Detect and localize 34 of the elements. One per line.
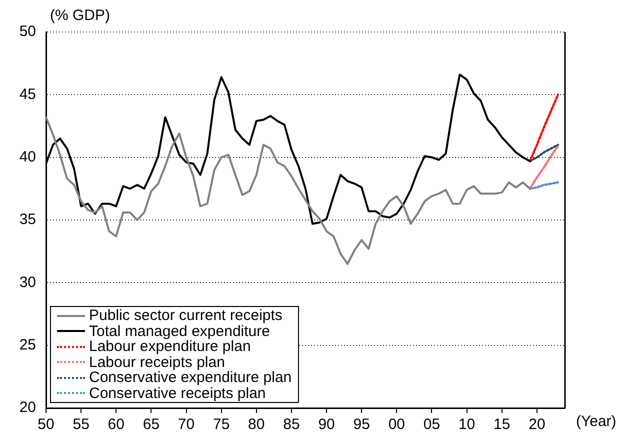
- x-tick-label: 90: [318, 416, 335, 434]
- legend-label: Public sector current receipts: [89, 307, 282, 324]
- legend-label: Total managed expenditure: [89, 322, 270, 340]
- legend-label: Conservative receipts plan: [89, 384, 266, 402]
- line-series: [528, 144, 560, 190]
- line-series: [528, 181, 560, 190]
- x-tick-label: 70: [178, 416, 195, 434]
- line-series: [528, 144, 560, 162]
- legend-label: Labour expenditure plan: [89, 338, 251, 355]
- y-tick-label: 40: [19, 148, 36, 166]
- x-tick-label: 20: [528, 416, 546, 434]
- y-tick-label: 30: [19, 274, 36, 291]
- y-tick-label: 35: [19, 211, 36, 228]
- x-tick-label: 60: [108, 416, 124, 434]
- line-series: [528, 94, 560, 162]
- x-tick-label: 05: [423, 416, 440, 434]
- y-tick-label: 50: [19, 23, 36, 40]
- x-tick-label: 15: [494, 416, 510, 434]
- x-tick-label: 65: [142, 416, 160, 434]
- x-tick-label: 95: [353, 416, 370, 434]
- x-tick-label: 00: [388, 416, 406, 434]
- x-axis-title: (Year): [576, 413, 616, 430]
- y-axis-title: (% GDP): [50, 7, 110, 24]
- x-tick-label: 85: [283, 416, 300, 434]
- y-tick-label: 25: [19, 336, 36, 354]
- x-tick-label: 55: [72, 416, 90, 434]
- x-tick-label: 10: [458, 416, 476, 434]
- x-tick-label: 75: [212, 416, 230, 434]
- x-tick-label: 50: [38, 416, 54, 434]
- y-tick-label: 45: [19, 86, 36, 103]
- x-tick-label: 80: [248, 416, 265, 434]
- y-tick-label: 20: [19, 399, 36, 416]
- legend-label: Labour receipts plan: [89, 354, 225, 370]
- legend-label: Conservative expenditure plan: [89, 369, 292, 386]
